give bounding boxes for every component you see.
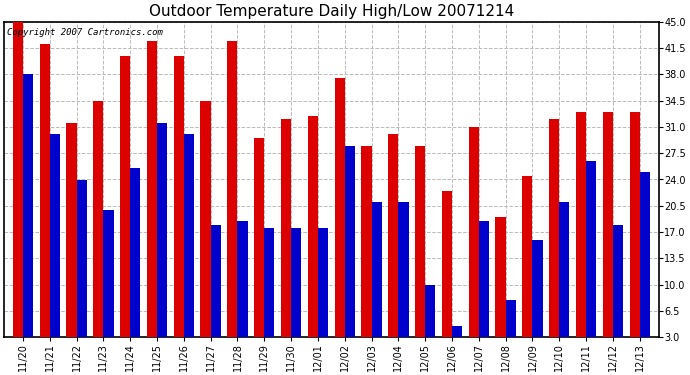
Bar — [425, 285, 435, 337]
Bar — [308, 116, 318, 337]
Bar — [12, 22, 23, 337]
Bar — [613, 225, 623, 337]
Bar — [120, 56, 130, 337]
Bar — [77, 180, 87, 337]
Title: Outdoor Temperature Daily High/Low 20071214: Outdoor Temperature Daily High/Low 20071… — [149, 4, 514, 19]
Bar — [147, 40, 157, 337]
Bar — [495, 217, 506, 337]
Bar — [549, 119, 560, 337]
Bar — [586, 161, 596, 337]
Bar — [533, 240, 542, 337]
Bar — [50, 134, 60, 337]
Bar — [104, 210, 114, 337]
Bar — [522, 176, 533, 337]
Bar — [93, 100, 104, 337]
Bar — [184, 134, 194, 337]
Bar — [629, 112, 640, 337]
Bar — [640, 172, 650, 337]
Bar — [318, 228, 328, 337]
Bar — [335, 78, 345, 337]
Bar — [452, 326, 462, 337]
Bar — [469, 127, 479, 337]
Bar — [174, 56, 184, 337]
Bar — [281, 119, 291, 337]
Bar — [23, 74, 33, 337]
Bar — [372, 202, 382, 337]
Bar — [210, 225, 221, 337]
Bar — [362, 146, 372, 337]
Bar — [479, 221, 489, 337]
Bar — [415, 146, 425, 337]
Bar — [227, 40, 237, 337]
Bar — [388, 134, 398, 337]
Bar — [237, 221, 248, 337]
Bar — [603, 112, 613, 337]
Bar — [130, 168, 140, 337]
Bar — [39, 44, 50, 337]
Bar — [264, 228, 275, 337]
Bar — [560, 202, 569, 337]
Text: Copyright 2007 Cartronics.com: Copyright 2007 Cartronics.com — [8, 28, 164, 37]
Bar — [345, 146, 355, 337]
Bar — [291, 228, 302, 337]
Bar — [66, 123, 77, 337]
Bar — [398, 202, 408, 337]
Bar — [157, 123, 167, 337]
Bar — [201, 100, 210, 337]
Bar — [576, 112, 586, 337]
Bar — [506, 300, 516, 337]
Bar — [254, 138, 264, 337]
Bar — [442, 191, 452, 337]
